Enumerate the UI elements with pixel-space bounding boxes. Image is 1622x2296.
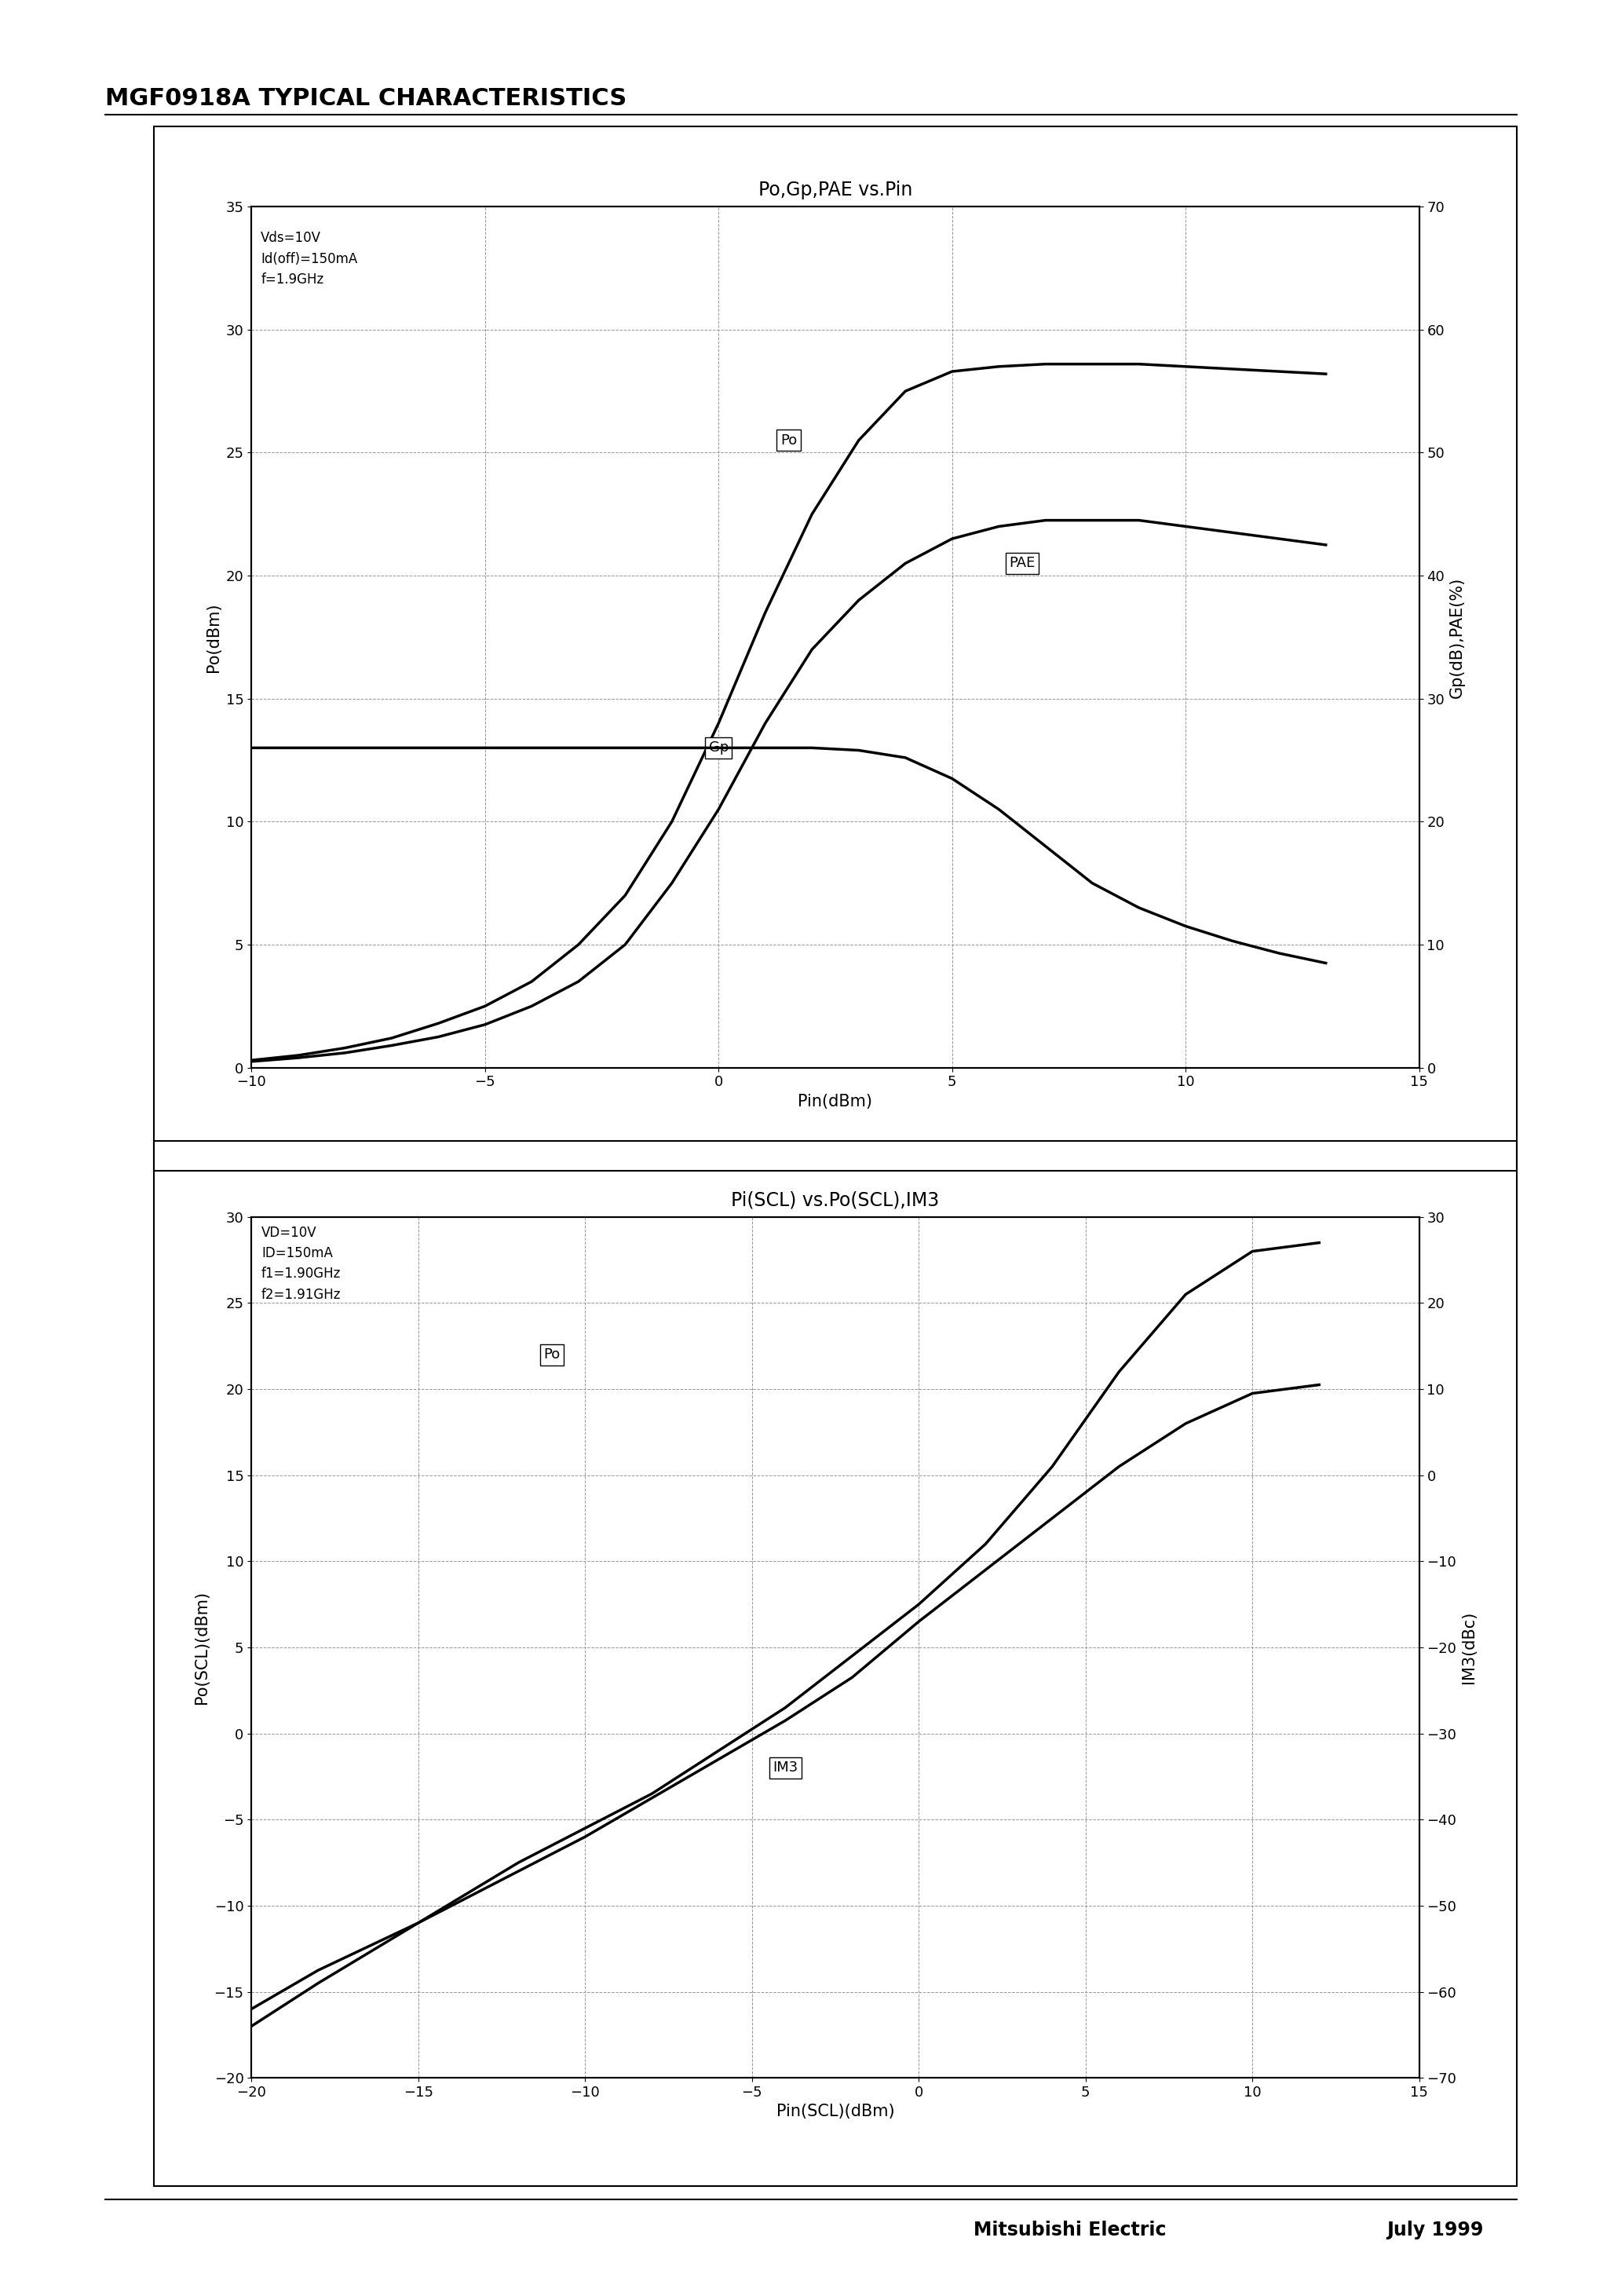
Text: Mitsubishi Electric: Mitsubishi Electric bbox=[973, 2220, 1166, 2239]
Text: Vds=10V
Id(off)=150mA
f=1.9GHz: Vds=10V Id(off)=150mA f=1.9GHz bbox=[261, 232, 357, 287]
Text: VD=10V
ID=150mA
f1=1.90GHz
f2=1.91GHz: VD=10V ID=150mA f1=1.90GHz f2=1.91GHz bbox=[261, 1226, 341, 1302]
Y-axis label: IM3(dBc): IM3(dBc) bbox=[1461, 1612, 1476, 1683]
Text: July 1999: July 1999 bbox=[1387, 2220, 1484, 2239]
Y-axis label: Gp(dB),PAE(%): Gp(dB),PAE(%) bbox=[1448, 576, 1465, 698]
Title: Po,Gp,PAE vs.Pin: Po,Gp,PAE vs.Pin bbox=[757, 181, 913, 200]
Title: Pi(SCL) vs.Po(SCL),IM3: Pi(SCL) vs.Po(SCL),IM3 bbox=[732, 1192, 939, 1210]
Y-axis label: Po(dBm): Po(dBm) bbox=[206, 602, 221, 673]
Text: Gp: Gp bbox=[709, 742, 728, 755]
Text: IM3: IM3 bbox=[772, 1761, 798, 1775]
Text: MGF0918A TYPICAL CHARACTERISTICS: MGF0918A TYPICAL CHARACTERISTICS bbox=[105, 87, 628, 110]
Text: Po: Po bbox=[543, 1348, 560, 1362]
X-axis label: Pin(SCL)(dBm): Pin(SCL)(dBm) bbox=[777, 2103, 894, 2119]
Y-axis label: Po(SCL)(dBm): Po(SCL)(dBm) bbox=[195, 1591, 209, 1704]
Text: Po: Po bbox=[780, 434, 796, 448]
X-axis label: Pin(dBm): Pin(dBm) bbox=[798, 1093, 873, 1109]
Text: PAE: PAE bbox=[1009, 556, 1035, 569]
